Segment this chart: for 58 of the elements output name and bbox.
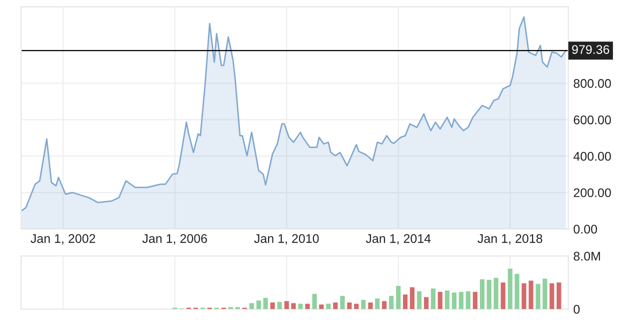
bar — [424, 297, 429, 310]
y-tick-label: 0.00 — [574, 224, 598, 234]
bar — [536, 284, 540, 310]
bar — [256, 300, 261, 310]
x-tick-label: Jan 1, 2018 — [478, 234, 542, 244]
bar — [326, 304, 331, 310]
bar — [389, 296, 394, 310]
annotation: 979.36 — [572, 45, 610, 54]
bar — [466, 291, 470, 310]
bar — [375, 298, 380, 310]
bar — [368, 302, 373, 310]
bar — [291, 303, 296, 310]
bar — [319, 304, 324, 310]
bar — [500, 282, 506, 310]
x-tick-label: Jan 1, 2010 — [254, 234, 319, 244]
bar — [430, 288, 436, 310]
bar — [514, 274, 520, 310]
bar — [354, 304, 359, 310]
bar — [458, 292, 464, 310]
bar — [263, 298, 268, 310]
y-tick-label: 200.00 — [574, 188, 611, 198]
bar — [542, 278, 548, 310]
bar — [522, 283, 526, 310]
bar — [340, 296, 345, 310]
bar — [347, 302, 352, 310]
bar — [305, 304, 310, 310]
bar — [396, 286, 401, 310]
bar — [556, 282, 562, 310]
bar — [452, 292, 456, 310]
bar — [382, 301, 387, 310]
bar — [494, 278, 498, 310]
bar — [480, 279, 484, 310]
y-tick-label: 400.00 — [573, 152, 611, 161]
bar — [416, 291, 422, 310]
bar — [550, 283, 554, 310]
bar — [361, 300, 366, 310]
x-tick-label: Jan 1, 2006 — [142, 234, 207, 244]
bar — [277, 302, 282, 310]
bar — [284, 301, 289, 310]
bar — [508, 268, 512, 310]
bar — [472, 292, 478, 310]
y-tick-label: 600.00 — [574, 115, 611, 124]
x-tick-label: Jan 1, 2002 — [30, 234, 96, 244]
y-tick-label: 8.0M — [574, 252, 600, 261]
y-tick-label: 0 — [574, 304, 580, 314]
y-tick-label: 800.00 — [574, 79, 611, 88]
bar — [486, 280, 492, 310]
bar — [312, 294, 317, 310]
x-tick-label: Jan 1, 2014 — [366, 234, 431, 244]
bar — [333, 302, 338, 310]
bar — [438, 292, 442, 310]
bar — [444, 290, 450, 310]
bar — [270, 302, 275, 310]
bar — [402, 294, 408, 310]
bar — [298, 304, 303, 310]
bar — [528, 280, 534, 310]
bar — [410, 287, 414, 310]
bar — [249, 303, 254, 310]
